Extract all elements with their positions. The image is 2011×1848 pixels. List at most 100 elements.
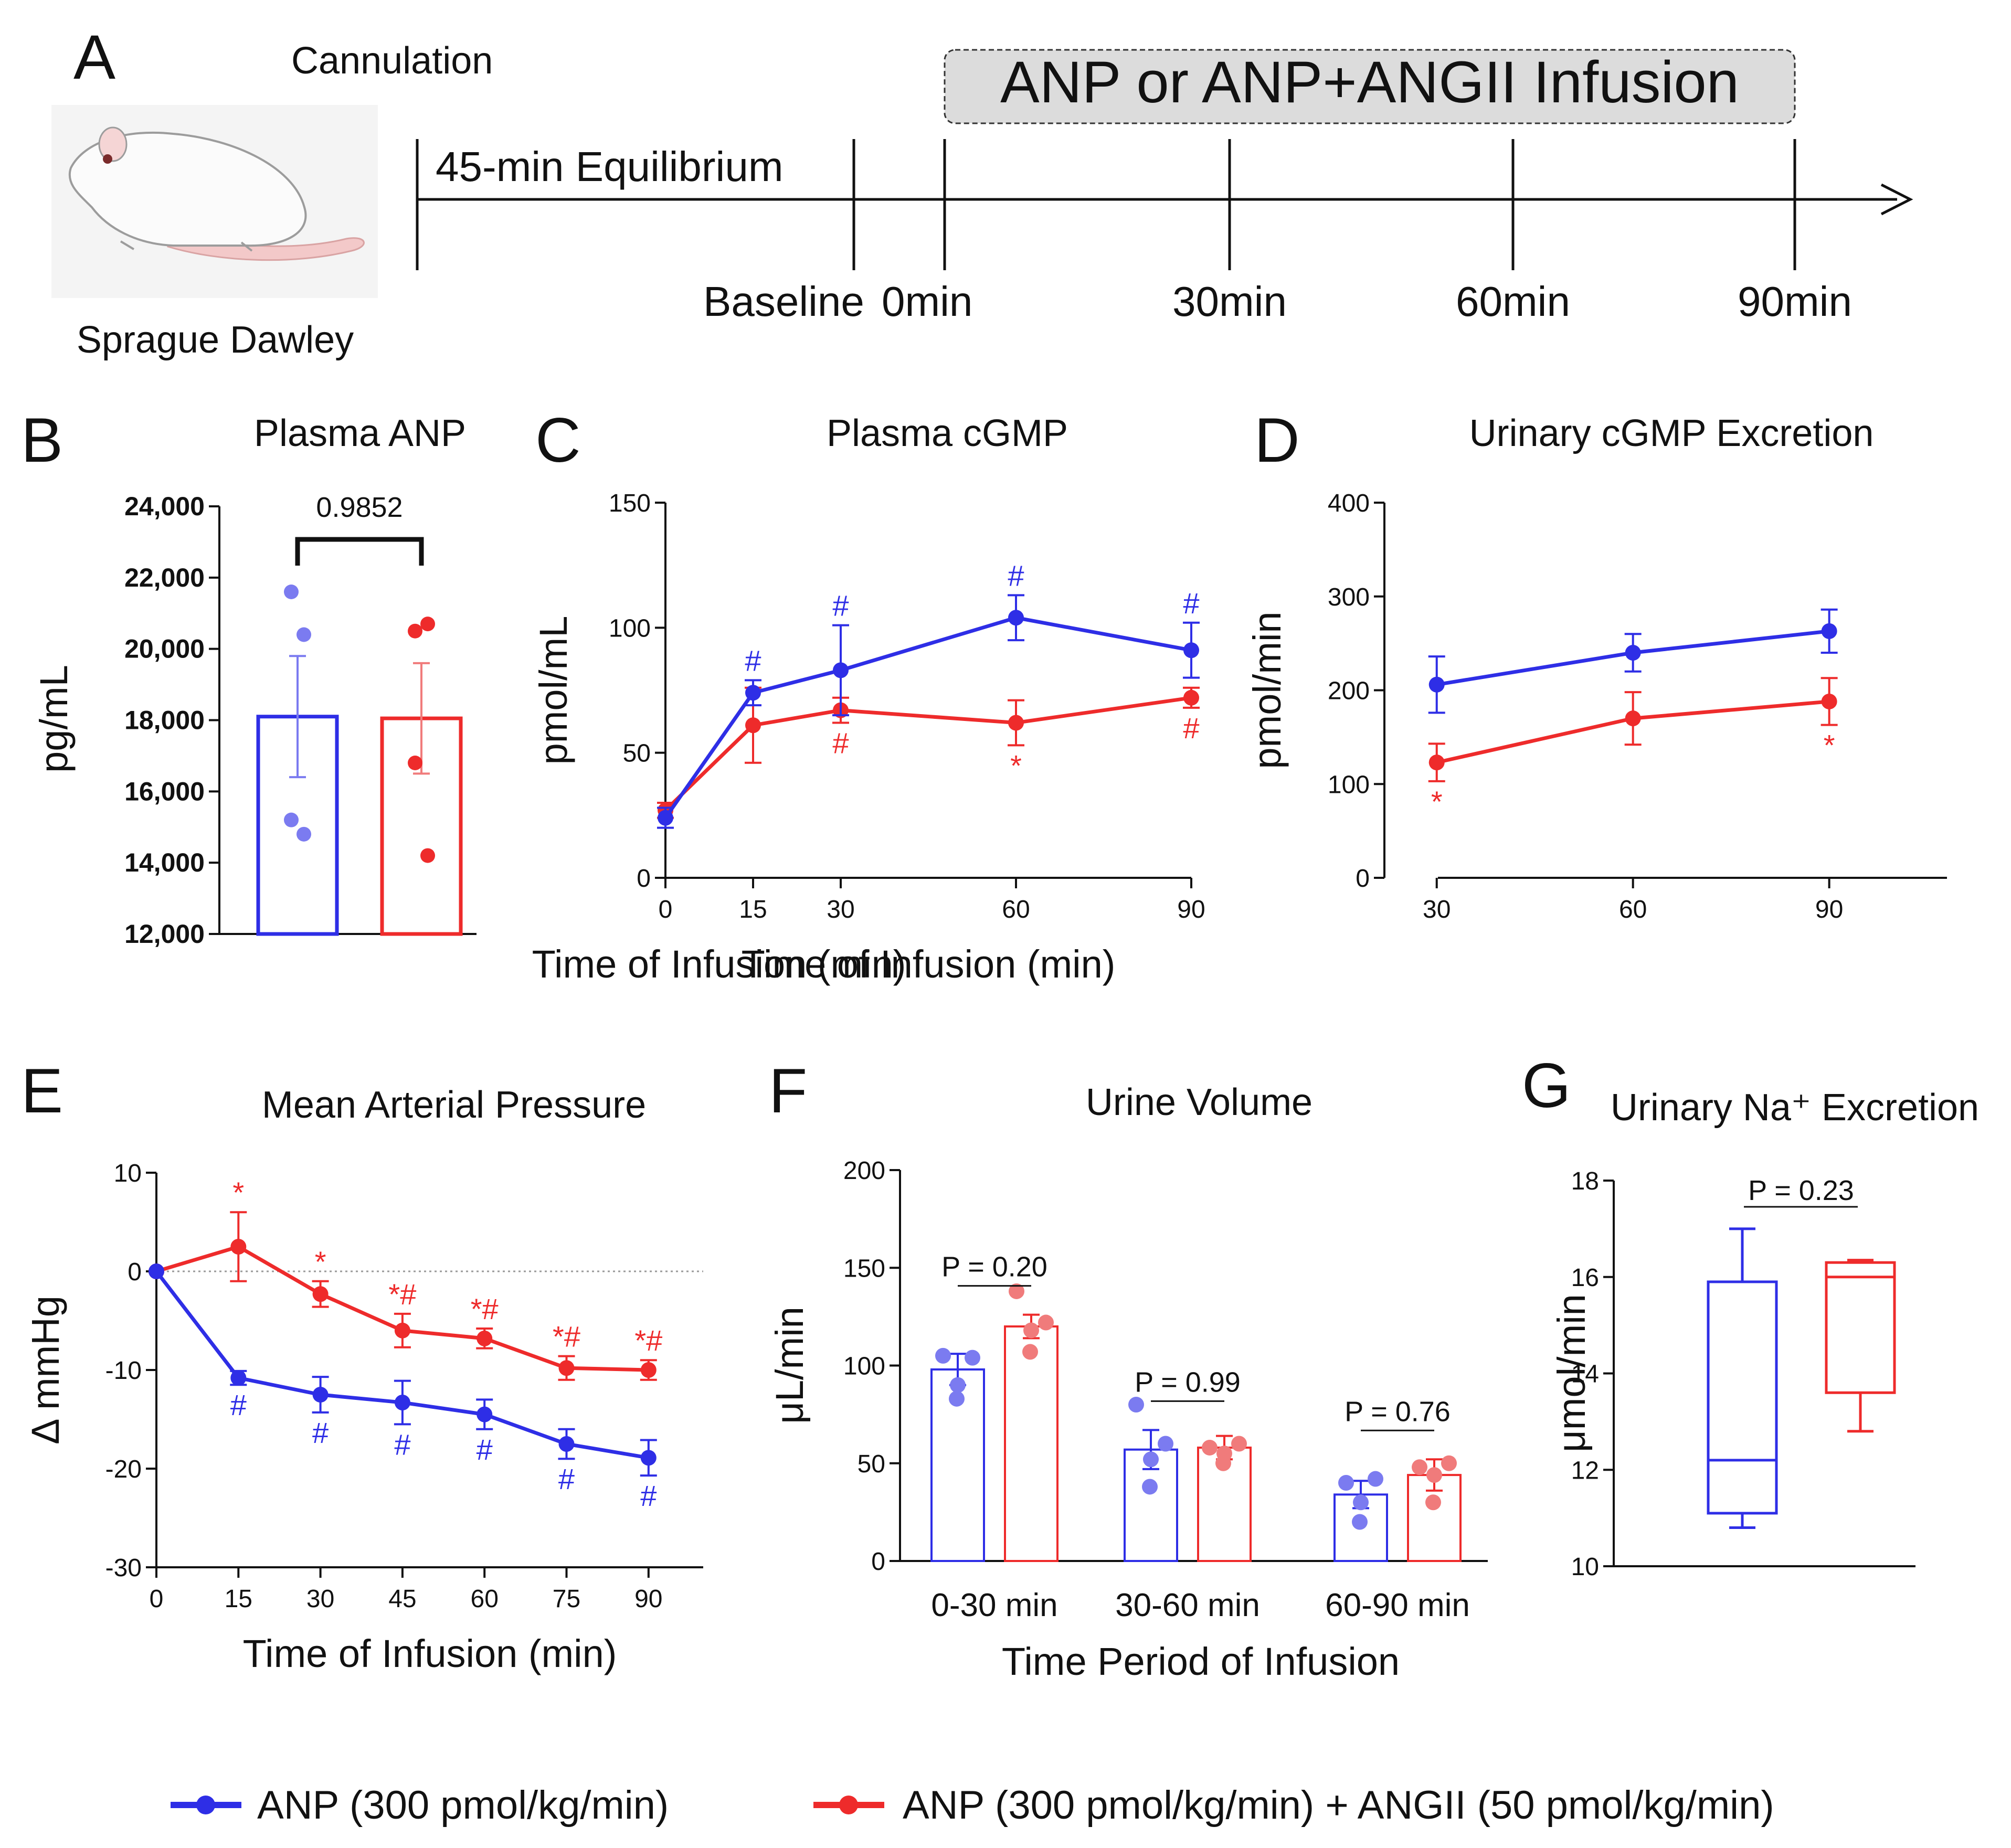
rat-feet xyxy=(120,240,253,252)
data-point xyxy=(394,1395,410,1411)
infusion-box xyxy=(944,49,1796,124)
panel-e-chart: E Mean Arterial Pressure -30 -20 -10 0 10 0 15 30… xyxy=(21,1056,703,1675)
y-axis-label: Δ mmHg xyxy=(24,1295,67,1445)
legend-label: ANP (300 pmol/kg/min) xyxy=(257,1783,669,1828)
data-point xyxy=(833,662,849,678)
panel-D-x-tick-label: 90 xyxy=(1815,896,1843,923)
data-point xyxy=(558,1436,575,1452)
data-point xyxy=(408,623,422,639)
panel-f-y-tick-label: 150 xyxy=(843,1255,885,1282)
data-point xyxy=(1428,676,1445,693)
data-point xyxy=(1022,1344,1038,1360)
panel-E-y-tick-label: 10 xyxy=(114,1160,142,1187)
x-axis-label: Time of Infusion (min) xyxy=(243,1632,617,1675)
p-value-label: P = 0.99 xyxy=(1135,1366,1241,1398)
panel-C-y-tick-label: 0 xyxy=(637,865,651,893)
panel-letter: E xyxy=(21,1056,63,1126)
chart-title: Mean Arterial Pressure xyxy=(262,1084,646,1126)
data-point xyxy=(420,617,435,632)
panel-E-y-tick-label: 0 xyxy=(128,1258,142,1286)
panel-b-chart: B Plasma ANP 12,000 14,000 16,000 18,000 20,00… xyxy=(21,405,477,949)
significance-mark: * xyxy=(1010,749,1022,782)
panel-E-y-tick-label: -10 xyxy=(105,1357,142,1385)
data-point xyxy=(408,756,422,770)
data-point xyxy=(1428,755,1445,771)
significance-mark: *# xyxy=(553,1320,580,1353)
panel-letter: C xyxy=(535,405,581,475)
data-point xyxy=(1143,1451,1159,1468)
data-point xyxy=(1338,1475,1354,1491)
legend-swatch-marker xyxy=(196,1796,215,1814)
panel-D-x-tick-label: 60 xyxy=(1619,896,1647,923)
timepoint-label: 90min xyxy=(1738,278,1852,325)
p-value-label: P = 0.20 xyxy=(941,1251,1047,1283)
data-point xyxy=(312,1387,329,1403)
y-axis-label: μL/min xyxy=(768,1307,811,1424)
panel-E-x-tick-label: 45 xyxy=(388,1585,416,1613)
significance-mark: # xyxy=(1183,587,1199,620)
x-category-label: 60-90 min xyxy=(1325,1587,1470,1623)
data-point xyxy=(1008,715,1024,731)
data-point xyxy=(297,627,311,642)
panel-C-y-tick-label: 150 xyxy=(609,490,651,517)
data-point xyxy=(745,717,761,734)
panel-b-y-tick-label: 22,000 xyxy=(124,563,205,592)
timepoint-label: 60min xyxy=(1456,278,1570,325)
significance-mark: # xyxy=(394,1428,410,1461)
chart-title: Plasma ANP xyxy=(254,412,466,454)
infusion-box-label: ANP or ANP+ANGII Infusion xyxy=(1000,49,1739,115)
panel-D-y-tick-label: 300 xyxy=(1328,583,1370,611)
y-axis-label: pmol/mL xyxy=(532,616,575,765)
data-point xyxy=(1202,1439,1218,1456)
data-point xyxy=(420,848,435,863)
data-point xyxy=(1183,689,1199,706)
significance-bracket xyxy=(295,537,424,566)
data-point xyxy=(1008,610,1024,626)
panel-E-x-tick-label: 90 xyxy=(634,1585,662,1613)
chart-title: Urinary Na⁺ Excretion xyxy=(1611,1087,1979,1129)
significance-mark: * xyxy=(232,1176,244,1209)
data-point xyxy=(230,1370,247,1386)
panel-E-x-tick-label: 30 xyxy=(306,1585,334,1613)
panel-E-y-tick-label: -30 xyxy=(105,1554,142,1582)
data-point xyxy=(394,1322,410,1339)
data-point xyxy=(658,810,673,826)
data-point xyxy=(1183,642,1199,659)
data-point xyxy=(1625,645,1641,661)
panel-b-y-tick-label: 14,000 xyxy=(124,848,205,877)
panel-C-x-tick-label: 15 xyxy=(739,896,767,923)
data-point xyxy=(284,812,299,827)
significance-mark: # xyxy=(477,1433,493,1466)
significance-mark: *# xyxy=(634,1324,662,1357)
panel-letter: B xyxy=(21,405,63,475)
significance-mark: # xyxy=(230,1388,247,1421)
panel-E-x-tick-label: 60 xyxy=(471,1585,499,1613)
data-point xyxy=(935,1347,951,1364)
panel-letter: G xyxy=(1522,1050,1571,1121)
panel-letter: D xyxy=(1254,405,1300,475)
timepoint-label: 30min xyxy=(1172,278,1287,325)
significance-mark: # xyxy=(312,1416,329,1449)
panel-b-y-tick-label: 20,000 xyxy=(124,634,205,664)
timepoint-label: Baseline xyxy=(703,278,864,325)
significance-mark: * xyxy=(1431,785,1443,818)
panel-g-chart: G Urinary Na⁺ Excretion 10 12 14 16 18 μmol/min… xyxy=(1522,1050,1979,1581)
panel-g-y-tick-label: 10 xyxy=(1571,1553,1599,1581)
panel-f-y-tick-label: 0 xyxy=(871,1548,885,1576)
data-point xyxy=(558,1360,575,1376)
data-point xyxy=(950,1377,966,1393)
data-point xyxy=(1128,1397,1144,1412)
timeline-arrow xyxy=(1880,183,1913,216)
data-point xyxy=(312,1286,329,1302)
legend-label: ANP (300 pmol/kg/min) + ANGII (50 pmol/k… xyxy=(903,1783,1774,1828)
panel-b-y-tick-label: 16,000 xyxy=(124,777,205,806)
data-point xyxy=(1215,1455,1231,1471)
panel-C-x-tick-label: 60 xyxy=(1002,896,1030,923)
panel-C-x-tick-label: 90 xyxy=(1177,896,1205,923)
significance-mark: # xyxy=(640,1479,657,1512)
significance-mark: # xyxy=(745,644,761,677)
legend-swatch-marker xyxy=(839,1796,858,1814)
timepoint-label: 0min xyxy=(882,278,972,325)
data-point xyxy=(1441,1455,1457,1471)
panel-C-x-tick-label: 0 xyxy=(659,896,673,923)
